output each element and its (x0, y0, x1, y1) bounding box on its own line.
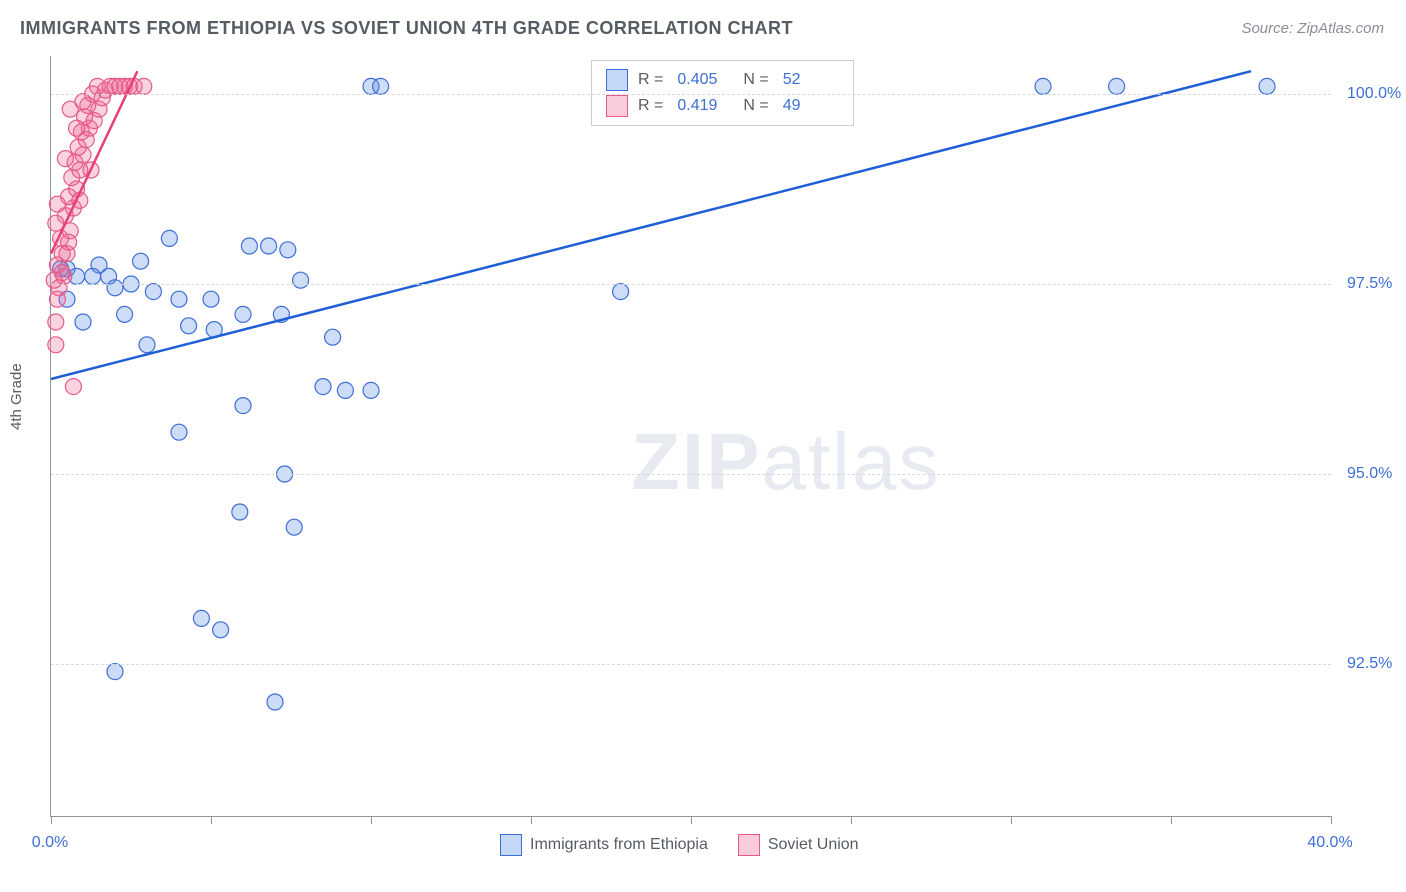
legend-swatch (738, 834, 760, 856)
legend-R-value: 0.405 (677, 71, 733, 89)
scatter-point (139, 337, 155, 353)
scatter-point (235, 398, 251, 414)
scatter-point (161, 230, 177, 246)
legend-N-value: 49 (783, 97, 839, 115)
x-tick (1011, 816, 1012, 824)
legend-item: Immigrants from Ethiopia (500, 834, 708, 856)
gridline (51, 284, 1331, 285)
scatter-point (107, 280, 123, 296)
scatter-point (280, 242, 296, 258)
scatter-point (1259, 78, 1275, 94)
y-tick-label: 95.0% (1347, 465, 1406, 483)
scatter-point (57, 151, 73, 167)
x-tick (51, 816, 52, 824)
scatter-point (48, 337, 64, 353)
scatter-point (136, 78, 152, 94)
scatter-point (232, 504, 248, 520)
x-tick (1331, 816, 1332, 824)
legend-row: R = 0.405 N = 52 (606, 67, 839, 93)
scatter-point (267, 694, 283, 710)
legend-swatch (606, 69, 628, 91)
legend-row: R = 0.419 N = 49 (606, 93, 839, 119)
scatter-point (241, 238, 257, 254)
scatter-point (171, 291, 187, 307)
y-tick-label: 92.5% (1347, 655, 1406, 673)
scatter-point (613, 284, 629, 300)
legend-R-label: R = (638, 97, 663, 115)
legend-R-label: R = (638, 71, 663, 89)
legend-N-label: N = (743, 71, 768, 89)
scatter-point (75, 94, 91, 110)
x-tick (531, 816, 532, 824)
plot-area: ZIPatlas R =0.405N =52R =0.419N =49 92.5… (50, 56, 1331, 817)
scatter-point (1035, 78, 1051, 94)
scatter-svg (51, 56, 1331, 816)
y-axis-label: 4th Grade (8, 363, 25, 430)
scatter-point (213, 622, 229, 638)
legend-item-label: Immigrants from Ethiopia (530, 836, 708, 854)
scatter-point (49, 291, 65, 307)
x-tick (691, 816, 692, 824)
scatter-point (286, 519, 302, 535)
scatter-point (46, 272, 62, 288)
x-tick (211, 816, 212, 824)
scatter-point (315, 379, 331, 395)
scatter-point (261, 238, 277, 254)
scatter-point (117, 306, 133, 322)
source-label: Source: ZipAtlas.com (1241, 20, 1384, 37)
scatter-point (1109, 78, 1125, 94)
legend-N-label: N = (743, 97, 768, 115)
scatter-point (337, 382, 353, 398)
x-tick (851, 816, 852, 824)
legend-item: Soviet Union (738, 834, 859, 856)
scatter-point (133, 253, 149, 269)
gridline (51, 94, 1331, 95)
scatter-point (293, 272, 309, 288)
scatter-point (48, 314, 64, 330)
scatter-point (325, 329, 341, 345)
scatter-point (49, 196, 65, 212)
legend-correlation: R = 0.405 N = 52 R = 0.419 N = 49 (591, 60, 854, 126)
scatter-point (203, 291, 219, 307)
scatter-point (145, 284, 161, 300)
scatter-point (75, 314, 91, 330)
scatter-point (107, 664, 123, 680)
scatter-point (235, 306, 251, 322)
scatter-point (69, 120, 85, 136)
legend-swatch (606, 95, 628, 117)
scatter-point (54, 246, 70, 262)
y-tick-label: 97.5% (1347, 275, 1406, 293)
x-tick-label: 40.0% (1307, 834, 1352, 852)
scatter-point (181, 318, 197, 334)
legend-R-value: 0.419 (677, 97, 733, 115)
scatter-point (85, 268, 101, 284)
scatter-point (363, 382, 379, 398)
legend-series: Immigrants from Ethiopia Soviet Union (500, 834, 859, 856)
scatter-point (373, 78, 389, 94)
x-tick (1171, 816, 1172, 824)
y-tick-label: 100.0% (1347, 85, 1406, 103)
x-tick-label: 0.0% (32, 834, 68, 852)
scatter-point (65, 379, 81, 395)
scatter-point (171, 424, 187, 440)
chart-title: IMMIGRANTS FROM ETHIOPIA VS SOVIET UNION… (20, 18, 793, 39)
legend-item-label: Soviet Union (768, 836, 859, 854)
legend-swatch (500, 834, 522, 856)
scatter-point (193, 610, 209, 626)
gridline (51, 664, 1331, 665)
x-tick (371, 816, 372, 824)
gridline (51, 474, 1331, 475)
legend-N-value: 52 (783, 71, 839, 89)
